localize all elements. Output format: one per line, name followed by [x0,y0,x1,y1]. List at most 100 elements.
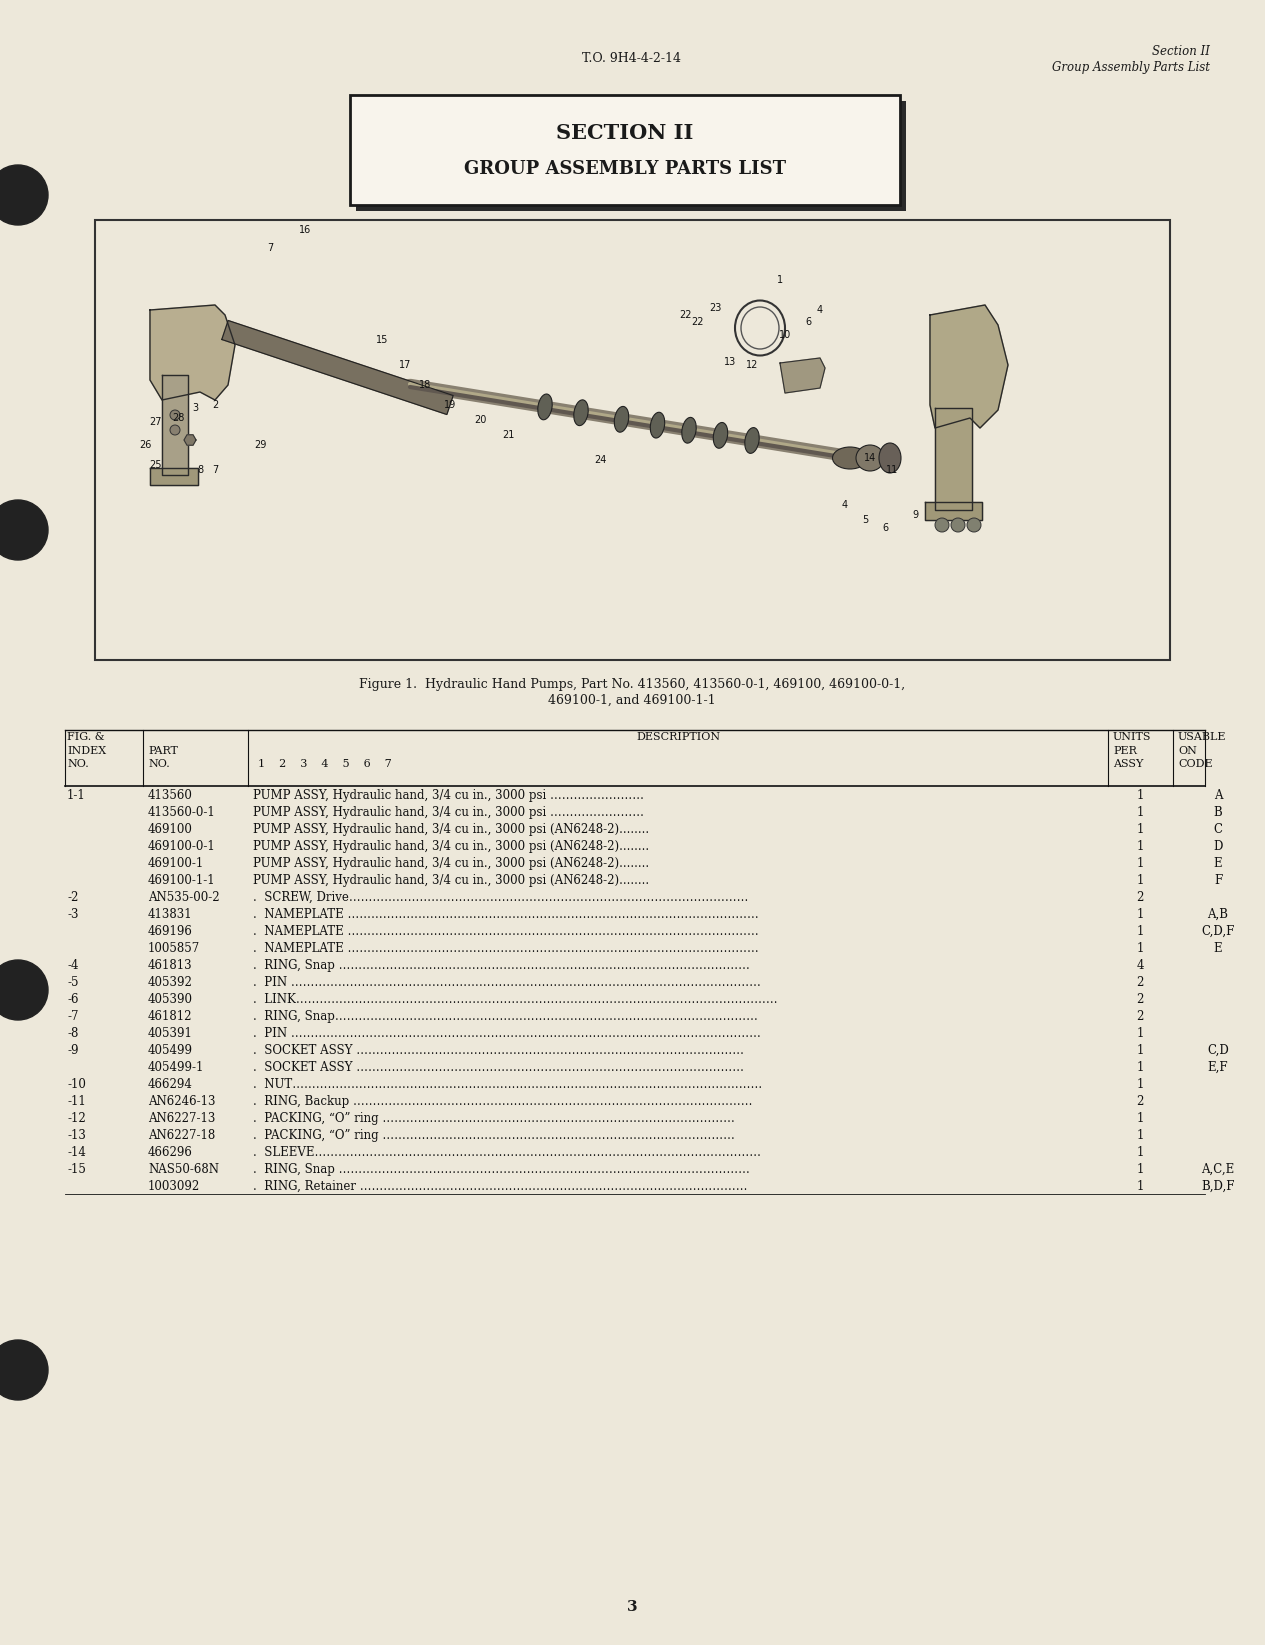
Text: 3: 3 [192,403,199,413]
Text: .  LINK……………………………………………………………………………………………………………: . LINK…………………………………………………………………………………………… [253,994,778,1007]
Text: PART: PART [148,745,178,757]
Text: 6: 6 [805,317,811,327]
Text: -12: -12 [67,1112,86,1125]
Ellipse shape [574,400,588,426]
Text: 1: 1 [1136,1026,1144,1040]
Circle shape [0,164,48,225]
Text: -4: -4 [67,959,78,972]
Text: 10: 10 [779,331,791,341]
Text: .  RING, Snap ……………………………………………………………………………………………: . RING, Snap ………………………………………………………………………… [253,1163,750,1176]
Text: 7: 7 [211,466,218,475]
Text: 405392: 405392 [148,975,192,989]
Text: .  SLEEVE……………………………………………………………………………………………………: . SLEEVE……………………………………………………………………………………… [253,1147,762,1160]
Text: 4: 4 [817,304,824,314]
Text: 1    2    3    4    5    6    7: 1 2 3 4 5 6 7 [258,758,392,768]
Text: NO.: NO. [67,758,89,768]
Text: AN6227-18: AN6227-18 [148,1128,215,1142]
Text: 469100-1-1: 469100-1-1 [148,873,215,887]
Text: CODE: CODE [1178,758,1213,768]
Text: .  SOCKET ASSY ………………………………………………………………………………………: . SOCKET ASSY ……………………………………………………………………… [253,1045,744,1058]
Text: 1: 1 [1136,908,1144,921]
Text: 9: 9 [912,510,918,520]
Text: Group Assembly Parts List: Group Assembly Parts List [1052,61,1211,74]
Text: 8: 8 [197,466,204,475]
Text: A,C,E: A,C,E [1202,1163,1235,1176]
Text: PER: PER [1113,745,1137,757]
Text: 466294: 466294 [148,1077,192,1091]
Text: 413560-0-1: 413560-0-1 [148,806,216,819]
Text: .  SOCKET ASSY ………………………………………………………………………………………: . SOCKET ASSY ……………………………………………………………………… [253,1061,744,1074]
Text: 4: 4 [842,500,848,510]
Text: 1005857: 1005857 [148,943,200,956]
Text: 15: 15 [376,336,388,345]
Text: 2: 2 [1136,892,1144,905]
Text: NO.: NO. [148,758,170,768]
Text: -2: -2 [67,892,78,905]
Text: .  NAMEPLATE ……………………………………………………………………………………………: . NAMEPLATE …………………………………………………………………………… [253,908,759,921]
Polygon shape [183,434,196,446]
Text: PUMP ASSY, Hydraulic hand, 3/4 cu in., 3000 psi (AN6248-2)........: PUMP ASSY, Hydraulic hand, 3/4 cu in., 3… [253,873,649,887]
Text: 461812: 461812 [148,1010,192,1023]
Text: 5: 5 [861,515,868,525]
Text: .  PACKING, “O” ring ………………………………………………………………………………: . PACKING, “O” ring ……………………………………………………… [253,1112,735,1125]
Polygon shape [221,321,453,415]
Text: B: B [1213,806,1222,819]
Text: AN6246-13: AN6246-13 [148,1096,215,1109]
Text: 2: 2 [1136,975,1144,989]
Text: 466296: 466296 [148,1147,192,1160]
Text: 14: 14 [864,452,877,462]
Text: DESCRIPTION: DESCRIPTION [636,732,720,742]
Circle shape [0,500,48,559]
Text: .  SCREW, Drive…………………………………………………………………………………………: . SCREW, Drive……………………………………………………………………… [253,892,749,905]
Text: 18: 18 [419,380,431,390]
Text: 24: 24 [593,456,606,466]
Text: E: E [1213,943,1222,956]
Text: PUMP ASSY, Hydraulic hand, 3/4 cu in., 3000 psi (AN6248-2)........: PUMP ASSY, Hydraulic hand, 3/4 cu in., 3… [253,857,649,870]
Ellipse shape [538,395,553,419]
Text: 1: 1 [1136,1147,1144,1160]
Text: PUMP ASSY, Hydraulic hand, 3/4 cu in., 3000 psi (AN6248-2)........: PUMP ASSY, Hydraulic hand, 3/4 cu in., 3… [253,841,649,854]
Text: PUMP ASSY, Hydraulic hand, 3/4 cu in., 3000 psi ……………………: PUMP ASSY, Hydraulic hand, 3/4 cu in., 3… [253,790,644,803]
Text: 2: 2 [1136,1096,1144,1109]
Text: 1: 1 [777,275,783,285]
Text: 1: 1 [1136,790,1144,803]
Text: 1: 1 [1136,1112,1144,1125]
Text: 16: 16 [299,225,311,235]
Text: C,D: C,D [1207,1045,1228,1058]
Text: 1: 1 [1136,924,1144,938]
Ellipse shape [713,423,727,447]
Text: -5: -5 [67,975,78,989]
Polygon shape [151,467,199,485]
Bar [350,95,899,206]
Text: .  NUT…………………………………………………………………………………………………………: . NUT……………………………………………………………………………………………… [253,1077,763,1091]
Text: -9: -9 [67,1045,78,1058]
Text: 413831: 413831 [148,908,192,921]
Text: 469100-0-1: 469100-0-1 [148,841,216,854]
Text: -15: -15 [67,1163,86,1176]
Text: 7: 7 [267,243,273,253]
Text: 1: 1 [1136,1077,1144,1091]
Text: .  NAMEPLATE ……………………………………………………………………………………………: . NAMEPLATE …………………………………………………………………………… [253,924,759,938]
Text: 469196: 469196 [148,924,192,938]
Text: AN6227-13: AN6227-13 [148,1112,215,1125]
Text: GROUP ASSEMBLY PARTS LIST: GROUP ASSEMBLY PARTS LIST [464,160,786,178]
Text: 23: 23 [708,303,721,313]
Text: 1: 1 [1136,822,1144,836]
Text: E,F: E,F [1208,1061,1228,1074]
Text: ASSY: ASSY [1113,758,1144,768]
Text: 13: 13 [724,357,736,367]
Circle shape [170,410,180,419]
Bar [95,220,1170,660]
Circle shape [935,518,949,531]
Ellipse shape [879,443,901,474]
Ellipse shape [856,446,884,470]
Text: -3: -3 [67,908,78,921]
Text: Section II: Section II [1152,44,1211,58]
Text: 2: 2 [211,400,218,410]
Text: .  PIN …………………………………………………………………………………………………………: . PIN …………………………………………………………………………………………… [253,975,760,989]
Polygon shape [162,375,188,475]
Text: PUMP ASSY, Hydraulic hand, 3/4 cu in., 3000 psi (AN6248-2)........: PUMP ASSY, Hydraulic hand, 3/4 cu in., 3… [253,822,649,836]
Text: 28: 28 [172,413,185,423]
Text: AN535-00-2: AN535-00-2 [148,892,220,905]
Ellipse shape [832,447,868,469]
